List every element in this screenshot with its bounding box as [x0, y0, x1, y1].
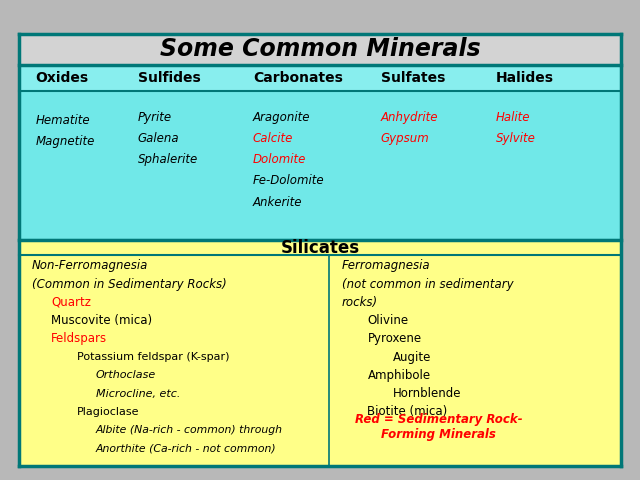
Text: Ferromagnesia: Ferromagnesia: [342, 259, 431, 273]
Text: Fe-Dolomite: Fe-Dolomite: [253, 174, 324, 188]
Text: Pyrite: Pyrite: [138, 111, 172, 124]
Text: Anorthite (Ca-rich - not common): Anorthite (Ca-rich - not common): [96, 444, 276, 453]
Text: Sulfides: Sulfides: [138, 71, 200, 85]
Text: Albite (Na-rich - common) through: Albite (Na-rich - common) through: [96, 425, 283, 435]
Text: Oxides: Oxides: [35, 71, 88, 85]
Text: Olivine: Olivine: [367, 314, 408, 327]
Text: Non-Ferromagnesia: Non-Ferromagnesia: [32, 259, 148, 273]
Text: Sulfates: Sulfates: [381, 71, 445, 85]
FancyBboxPatch shape: [19, 240, 621, 255]
Text: Halite: Halite: [496, 111, 531, 124]
Text: Gypsum: Gypsum: [381, 132, 429, 145]
Text: rocks): rocks): [342, 296, 378, 309]
Text: Sylvite: Sylvite: [496, 132, 536, 145]
Text: Microcline, etc.: Microcline, etc.: [96, 389, 180, 398]
Text: Plagioclase: Plagioclase: [77, 407, 140, 417]
Text: Carbonates: Carbonates: [253, 71, 342, 85]
Text: Ankerite: Ankerite: [253, 195, 302, 209]
Text: Anhydrite: Anhydrite: [381, 111, 438, 124]
Text: Quartz: Quartz: [51, 296, 92, 309]
Text: Some Common Minerals: Some Common Minerals: [159, 37, 481, 61]
Text: (Common in Sedimentary Rocks): (Common in Sedimentary Rocks): [32, 277, 227, 291]
Text: Orthoclase: Orthoclase: [96, 371, 156, 380]
Text: Dolomite: Dolomite: [253, 153, 306, 167]
Text: Feldspars: Feldspars: [51, 332, 108, 346]
Text: Amphibole: Amphibole: [367, 369, 431, 382]
Text: Silicates: Silicates: [280, 239, 360, 257]
Text: Sphalerite: Sphalerite: [138, 153, 198, 167]
Text: Pyroxene: Pyroxene: [367, 332, 422, 346]
FancyBboxPatch shape: [19, 255, 621, 466]
Text: Muscovite (mica): Muscovite (mica): [51, 314, 152, 327]
Text: (not common in sedimentary: (not common in sedimentary: [342, 277, 513, 291]
Text: Halides: Halides: [496, 71, 554, 85]
Text: Aragonite: Aragonite: [253, 111, 310, 124]
Text: Magnetite: Magnetite: [35, 134, 95, 148]
Text: Biotite (mica): Biotite (mica): [367, 405, 447, 419]
Text: Augite: Augite: [393, 350, 431, 364]
Text: Red = Sedimentary Rock-
Forming Minerals: Red = Sedimentary Rock- Forming Minerals: [355, 413, 522, 441]
FancyBboxPatch shape: [19, 65, 621, 91]
Text: Potassium feldspar (K-spar): Potassium feldspar (K-spar): [77, 352, 229, 362]
Text: Galena: Galena: [138, 132, 179, 145]
FancyBboxPatch shape: [19, 91, 621, 240]
Text: Hornblende: Hornblende: [393, 387, 461, 400]
Text: Hematite: Hematite: [35, 113, 90, 127]
Text: Calcite: Calcite: [253, 132, 293, 145]
FancyBboxPatch shape: [19, 34, 621, 65]
